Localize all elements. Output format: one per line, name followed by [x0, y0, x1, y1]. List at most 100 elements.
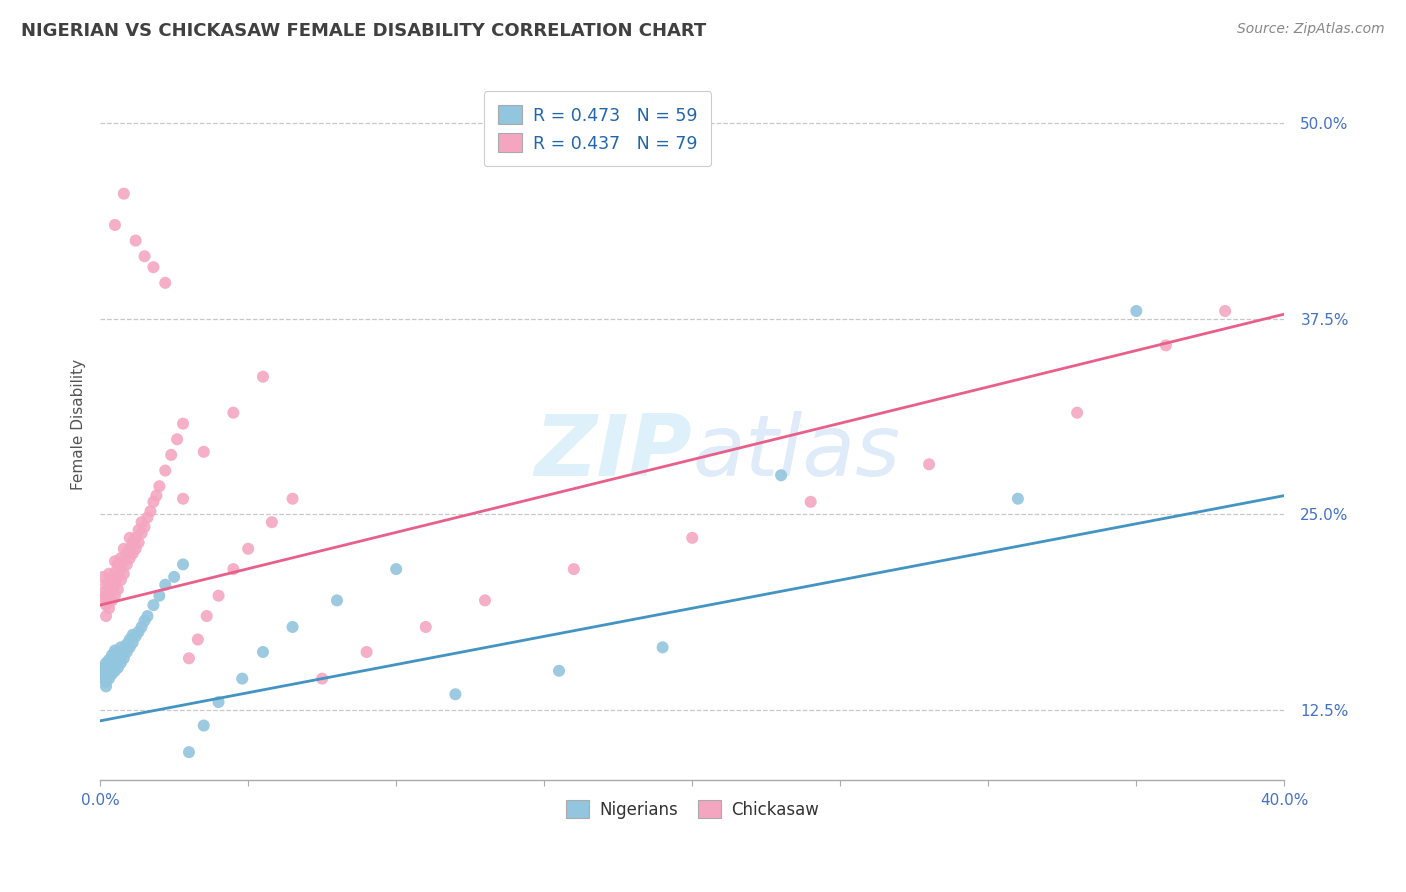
Nigerians — [172, 558, 194, 572]
Chickasaw — [1154, 338, 1177, 352]
Nigerians — [121, 628, 143, 642]
Nigerians — [115, 645, 138, 659]
Nigerians — [94, 674, 117, 689]
Nigerians — [207, 695, 229, 709]
Nigerians — [101, 661, 124, 675]
Chickasaw — [124, 541, 146, 556]
Chickasaw — [121, 535, 143, 549]
Chickasaw — [131, 526, 153, 541]
Nigerians — [94, 656, 117, 670]
Nigerians — [326, 593, 349, 607]
Nigerians — [107, 661, 129, 675]
Chickasaw — [118, 531, 141, 545]
Chickasaw — [94, 589, 117, 603]
Chickasaw — [562, 562, 585, 576]
Chickasaw — [118, 551, 141, 566]
Chickasaw — [112, 554, 135, 568]
Nigerians — [98, 667, 121, 681]
Chickasaw — [104, 218, 127, 232]
Nigerians — [548, 664, 571, 678]
Chickasaw — [681, 531, 703, 545]
Nigerians — [148, 589, 170, 603]
Chickasaw — [195, 609, 218, 624]
Chickasaw — [94, 598, 117, 612]
Nigerians — [136, 609, 159, 624]
Chickasaw — [94, 609, 117, 624]
Chickasaw — [107, 558, 129, 572]
Chickasaw — [104, 554, 127, 568]
Chickasaw — [112, 541, 135, 556]
Chickasaw — [281, 491, 304, 506]
Chickasaw — [134, 249, 156, 263]
Y-axis label: Female Disability: Female Disability — [72, 359, 86, 490]
Chickasaw — [101, 593, 124, 607]
Nigerians — [101, 648, 124, 662]
Nigerians — [163, 570, 186, 584]
Nigerians — [104, 659, 127, 673]
Chickasaw — [134, 520, 156, 534]
Chickasaw — [98, 601, 121, 615]
Text: atlas: atlas — [692, 411, 900, 494]
Chickasaw — [115, 558, 138, 572]
Chickasaw — [155, 464, 177, 478]
Nigerians — [142, 598, 165, 612]
Nigerians — [98, 653, 121, 667]
Chickasaw — [94, 578, 117, 592]
Chickasaw — [148, 479, 170, 493]
Chickasaw — [172, 417, 194, 431]
Chickasaw — [800, 495, 823, 509]
Nigerians — [104, 653, 127, 667]
Nigerians — [94, 680, 117, 694]
Chickasaw — [112, 566, 135, 581]
Chickasaw — [91, 593, 114, 607]
Nigerians — [1125, 304, 1147, 318]
Chickasaw — [160, 448, 183, 462]
Chickasaw — [110, 573, 132, 587]
Nigerians — [1007, 491, 1029, 506]
Chickasaw — [145, 489, 167, 503]
Nigerians — [115, 637, 138, 651]
Nigerians — [252, 645, 274, 659]
Nigerians — [101, 653, 124, 667]
Nigerians — [110, 640, 132, 655]
Nigerians — [385, 562, 408, 576]
Nigerians — [177, 745, 200, 759]
Nigerians — [281, 620, 304, 634]
Chickasaw — [131, 515, 153, 529]
Nigerians — [91, 661, 114, 675]
Chickasaw — [128, 523, 150, 537]
Nigerians — [155, 578, 177, 592]
Nigerians — [107, 651, 129, 665]
Nigerians — [770, 468, 793, 483]
Chickasaw — [98, 566, 121, 581]
Nigerians — [91, 672, 114, 686]
Chickasaw — [193, 444, 215, 458]
Chickasaw — [139, 504, 162, 518]
Nigerians — [112, 643, 135, 657]
Nigerians — [134, 614, 156, 628]
Chickasaw — [142, 495, 165, 509]
Chickasaw — [107, 582, 129, 597]
Nigerians — [124, 629, 146, 643]
Chickasaw — [115, 546, 138, 560]
Chickasaw — [222, 562, 245, 576]
Chickasaw — [98, 578, 121, 592]
Chickasaw — [222, 406, 245, 420]
Nigerians — [98, 672, 121, 686]
Chickasaw — [166, 432, 188, 446]
Chickasaw — [252, 369, 274, 384]
Chickasaw — [260, 515, 283, 529]
Chickasaw — [107, 570, 129, 584]
Text: NIGERIAN VS CHICKASAW FEMALE DISABILITY CORRELATION CHART: NIGERIAN VS CHICKASAW FEMALE DISABILITY … — [21, 22, 706, 40]
Chickasaw — [415, 620, 437, 634]
Nigerians — [651, 640, 673, 655]
Chickasaw — [136, 510, 159, 524]
Chickasaw — [121, 546, 143, 560]
Nigerians — [101, 667, 124, 681]
Chickasaw — [112, 186, 135, 201]
Nigerians — [104, 664, 127, 678]
Chickasaw — [311, 672, 333, 686]
Nigerians — [107, 645, 129, 659]
Chickasaw — [110, 562, 132, 576]
Nigerians — [444, 687, 467, 701]
